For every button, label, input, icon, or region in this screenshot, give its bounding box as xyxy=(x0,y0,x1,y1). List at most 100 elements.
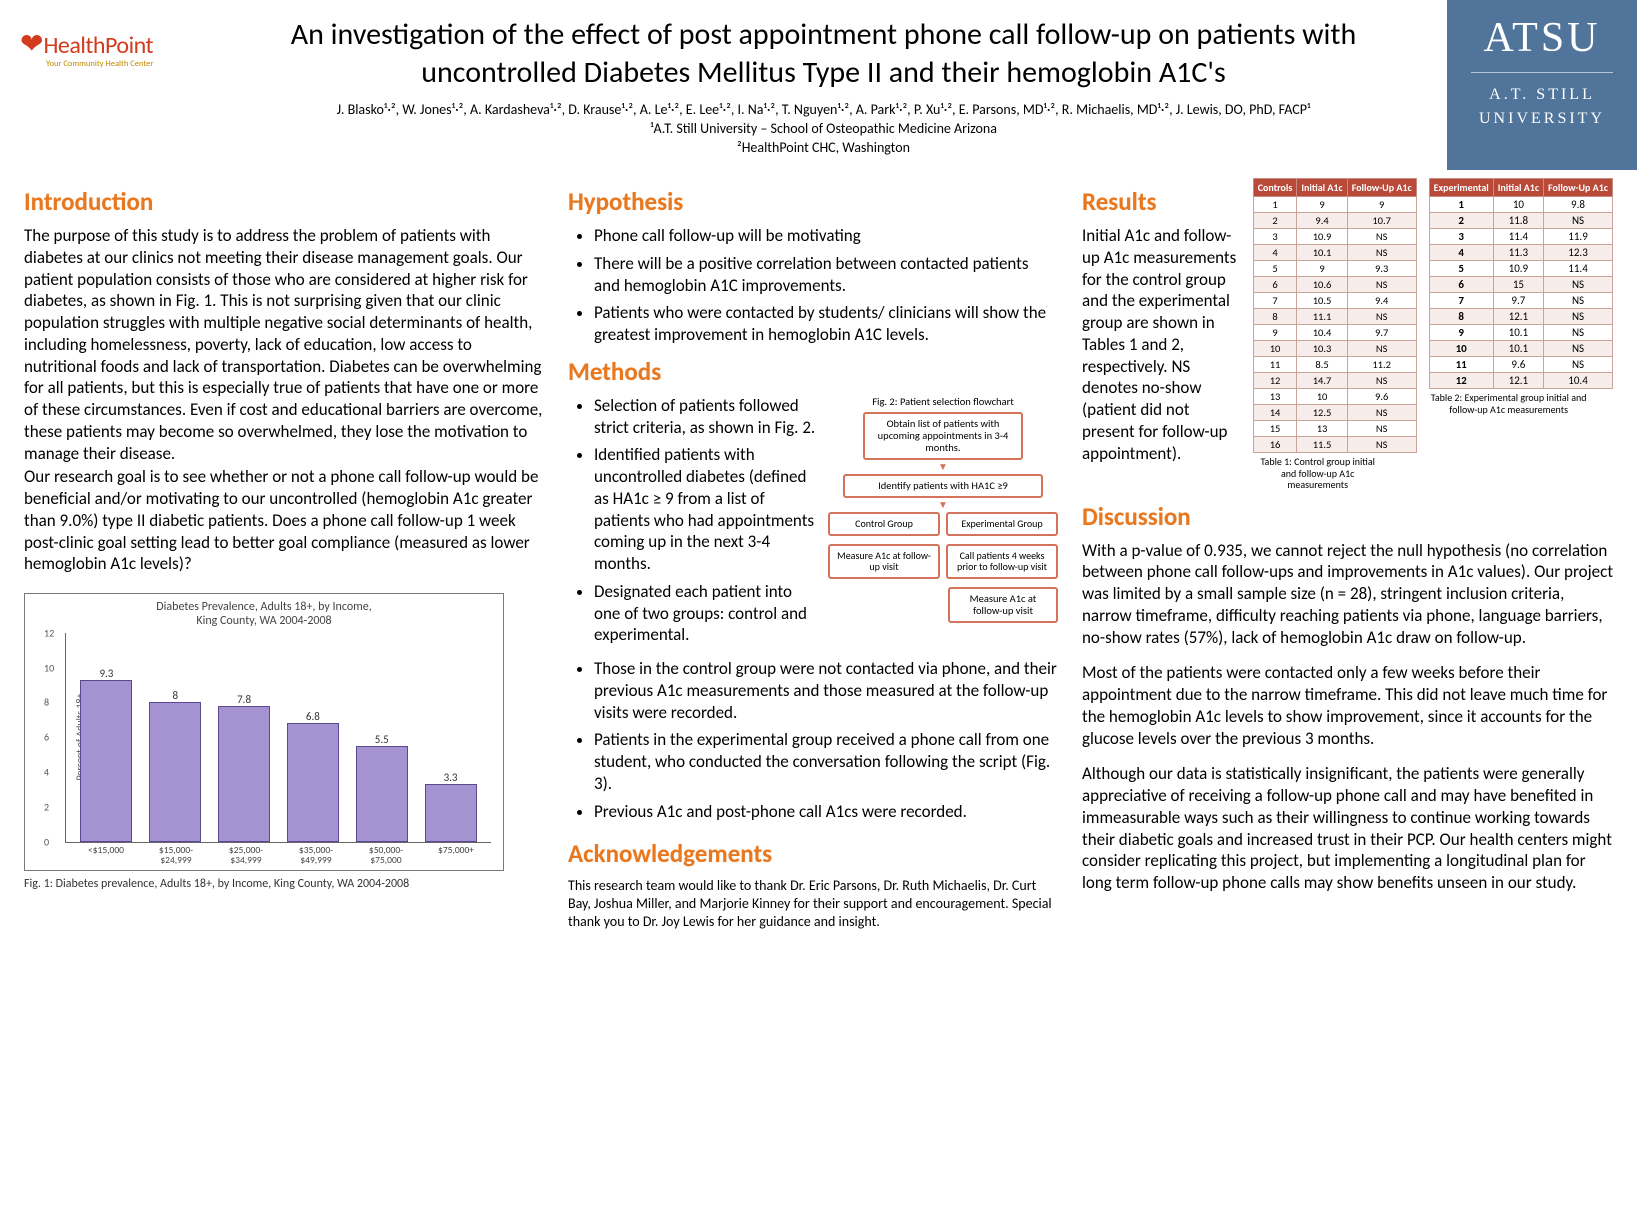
list-item: Those in the control group were not cont… xyxy=(594,658,1058,723)
fig1-xcat: $35,000- $49,999 xyxy=(290,845,342,866)
table-row: 510.911.4 xyxy=(1429,261,1612,277)
fig1-bar: 6.8 xyxy=(287,723,339,841)
atsu-subtitle: A.T. STILL UNIVERSITY xyxy=(1455,83,1629,131)
table-row: 29.410.7 xyxy=(1253,213,1416,229)
list-item: Selection of patients followed strict cr… xyxy=(594,395,820,439)
poster-header: ❤HealthPoint Your Community Health Cente… xyxy=(0,0,1637,176)
discussion-body: With a p-value of 0.935, we cannot rejec… xyxy=(1082,540,1613,908)
discussion-heading: Discussion xyxy=(1082,501,1613,532)
discussion-p3: Although our data is statistically insig… xyxy=(1082,763,1613,894)
table-row: 1212.110.4 xyxy=(1429,373,1612,389)
table-row: 411.312.3 xyxy=(1429,245,1612,261)
figure-2-flowchart: Fig. 2: Patient selection flowchart Obta… xyxy=(828,395,1058,652)
flowchart-node-call: Call patients 4 weeks prior to follow-up… xyxy=(946,544,1058,579)
table-row: 599.3 xyxy=(1253,261,1416,277)
methods-wrap: Selection of patients followed strict cr… xyxy=(568,395,1058,652)
heart-icon: ❤ xyxy=(20,26,43,61)
table-row: 118.511.2 xyxy=(1253,357,1416,373)
table-row: 910.49.7 xyxy=(1253,325,1416,341)
fig1-caption: Fig. 1: Diabetes prevalence, Adults 18+,… xyxy=(24,877,544,891)
discussion-p2: Most of the patients were contacted only… xyxy=(1082,662,1613,749)
table-row: 1109.8 xyxy=(1429,197,1612,213)
table-2-wrap: ExperimentalInitial A1cFollow-Up A1c1109… xyxy=(1429,178,1613,415)
table-row: 1010.1NS xyxy=(1429,341,1612,357)
poster-body: Introduction The purpose of this study i… xyxy=(0,176,1637,941)
figure-1-chart: Diabetes Prevalence, Adults 18+, by Inco… xyxy=(24,593,504,871)
fig1-xcat: $75,000+ xyxy=(430,845,482,866)
poster-title: An investigation of the effect of post a… xyxy=(210,16,1437,91)
table-1-wrap: ControlsInitial A1cFollow-Up A1c19929.41… xyxy=(1253,178,1417,491)
table-row: 311.411.9 xyxy=(1429,229,1612,245)
methods-list-top: Selection of patients followed strict cr… xyxy=(568,395,820,652)
fig2-title: Fig. 2: Patient selection flowchart xyxy=(828,395,1058,408)
table-row: 1513NS xyxy=(1253,421,1416,437)
healthpoint-logo: ❤HealthPoint Your Community Health Cente… xyxy=(20,16,210,69)
table-2: ExperimentalInitial A1cFollow-Up A1c1109… xyxy=(1429,178,1613,389)
hypothesis-list: Phone call follow-up will be motivating T… xyxy=(568,225,1058,352)
atsu-logo: ATSU A.T. STILL UNIVERSITY xyxy=(1447,0,1637,170)
table-row: 1214.7NS xyxy=(1253,373,1416,389)
fig1-bar: 9.3 xyxy=(80,680,132,842)
fig1-bar: 8 xyxy=(149,702,201,841)
intro-heading: Introduction xyxy=(24,186,544,217)
healthpoint-name: HealthPoint xyxy=(43,31,153,60)
affiliation-1: ¹A.T. Still University – School of Osteo… xyxy=(210,120,1437,137)
fig1-bars: 9.3 8 7.8 6.8 5.5 3.3 xyxy=(66,633,491,842)
table-row: 812.1NS xyxy=(1429,309,1612,325)
fig1-xcat: <$15,000 xyxy=(80,845,132,866)
table-row: 119.6NS xyxy=(1429,357,1612,373)
discussion-p1: With a p-value of 0.935, we cannot rejec… xyxy=(1082,540,1613,649)
intro-p1: The purpose of this study is to address … xyxy=(24,225,544,464)
methods-list-bottom: Those in the control group were not cont… xyxy=(568,658,1058,828)
logo-divider xyxy=(1471,72,1613,73)
authors-line: J. Blasko¹·², W. Jones¹·², A. Kardasheva… xyxy=(210,101,1437,118)
list-item: Designated each patient into one of two … xyxy=(594,581,820,646)
table-row: 710.59.4 xyxy=(1253,293,1416,309)
table-row: 811.1NS xyxy=(1253,309,1416,325)
flowchart-arrow: ▼ xyxy=(828,464,1058,470)
table-row: 1412.5NS xyxy=(1253,405,1416,421)
table-1-caption: Table 1: Control group initial and follo… xyxy=(1253,456,1383,491)
hypothesis-heading: Hypothesis xyxy=(568,186,1058,217)
flowchart-node-obtain: Obtain list of patients with upcoming ap… xyxy=(863,412,1023,460)
affiliation-2: ²HealthPoint CHC, Washington xyxy=(210,139,1437,156)
table-row: 1010.3NS xyxy=(1253,341,1416,357)
table-2-caption: Table 2: Experimental group initial and … xyxy=(1429,392,1589,415)
fig1-xcat: $15,000- $24,999 xyxy=(150,845,202,866)
atsu-line2: UNIVERSITY xyxy=(1479,110,1605,127)
list-item: Patients who were contacted by students/… xyxy=(594,302,1058,346)
flowchart-node-measure-control: Measure A1c at follow-up visit xyxy=(828,544,940,579)
table-row: 910.1NS xyxy=(1429,325,1612,341)
flowchart-node-experimental: Experimental Group xyxy=(946,512,1058,536)
atsu-line1: A.T. STILL xyxy=(1489,86,1595,103)
flowchart-node-identify: Identify patients with HA1C ≥9 xyxy=(843,474,1043,498)
column-left: Introduction The purpose of this study i… xyxy=(24,178,544,931)
fig1-xcat: $50,000- $75,000 xyxy=(360,845,412,866)
table-row: 310.9NS xyxy=(1253,229,1416,245)
ack-heading: Acknowledgements xyxy=(568,838,1058,869)
results-text: Initial A1c and follow-up A1c measuremen… xyxy=(1082,225,1241,464)
table-row: 13109.6 xyxy=(1253,389,1416,405)
flowchart-node-control: Control Group xyxy=(828,512,940,536)
fig1-bar: 3.3 xyxy=(425,784,477,841)
list-item: Phone call follow-up will be motivating xyxy=(594,225,1058,247)
column-middle: Hypothesis Phone call follow-up will be … xyxy=(568,178,1058,931)
results-row: Results Initial A1c and follow-up A1c me… xyxy=(1082,178,1613,491)
table-row: 610.6NS xyxy=(1253,277,1416,293)
list-item: Previous A1c and post-phone call A1cs we… xyxy=(594,801,1058,823)
ack-text: This research team would like to thank D… xyxy=(568,877,1058,931)
methods-heading: Methods xyxy=(568,356,1058,387)
fig1-bar: 5.5 xyxy=(356,746,408,842)
fig1-title: Diabetes Prevalence, Adults 18+, by Inco… xyxy=(31,600,497,629)
fig1-xcats: <$15,000$15,000- $24,999$25,000- $34,999… xyxy=(31,843,497,866)
fig1-bar: 7.8 xyxy=(218,706,270,842)
table-row: 615NS xyxy=(1429,277,1612,293)
flowchart-node-measure-exp: Measure A1c at follow-up visit xyxy=(948,587,1058,623)
results-heading: Results xyxy=(1082,186,1241,217)
list-item: There will be a positive correlation bet… xyxy=(594,253,1058,297)
list-item: Patients in the experimental group recei… xyxy=(594,729,1058,794)
table-row: 79.7NS xyxy=(1429,293,1612,309)
atsu-acronym: ATSU xyxy=(1455,14,1629,62)
column-right: Results Initial A1c and follow-up A1c me… xyxy=(1082,178,1613,931)
list-item: Identified patients with uncontrolled di… xyxy=(594,444,820,575)
